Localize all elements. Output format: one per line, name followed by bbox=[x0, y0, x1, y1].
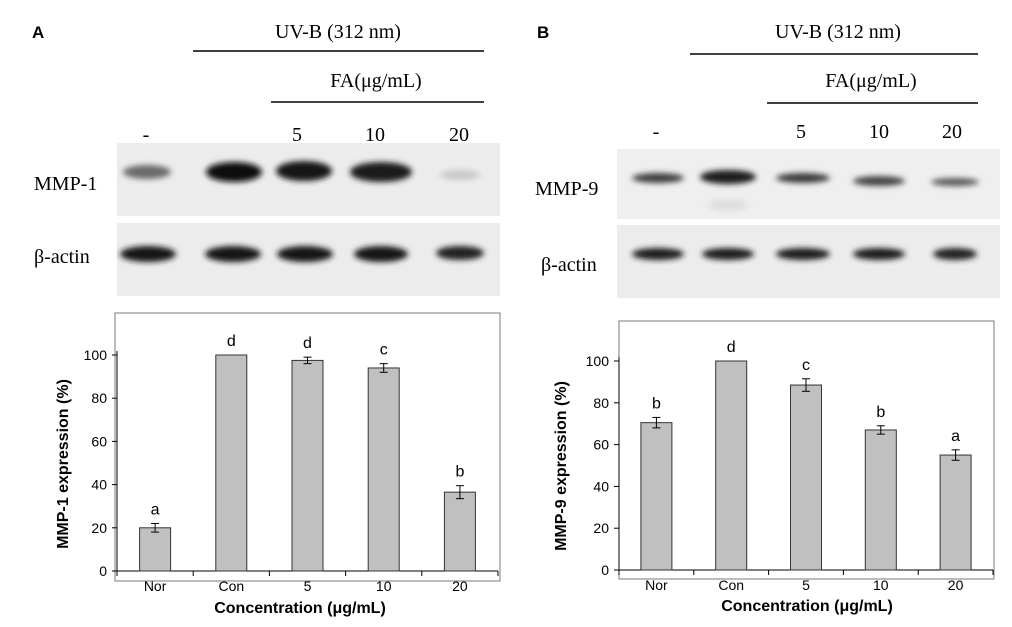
lane-label: 20 bbox=[449, 124, 469, 146]
panel-a: A UV-B (312 nm) FA(μg/mL) - 5 10 20 MMP-… bbox=[32, 21, 501, 617]
panel-letter: B bbox=[537, 23, 549, 42]
significance-letter: d bbox=[303, 335, 312, 352]
blot-band bbox=[853, 248, 905, 260]
significance-letter: a bbox=[151, 501, 160, 518]
bar bbox=[367, 367, 400, 572]
blot-band bbox=[123, 165, 171, 179]
x-tick-label: 10 bbox=[376, 578, 392, 594]
bar bbox=[790, 384, 822, 571]
blot-band bbox=[931, 178, 979, 186]
significance-letter: b bbox=[652, 395, 661, 412]
chart-frame bbox=[114, 312, 501, 582]
x-tick-label: Con bbox=[218, 578, 244, 594]
lane-label: - bbox=[653, 121, 660, 143]
blot-band bbox=[354, 246, 408, 262]
blot-band bbox=[205, 246, 261, 262]
x-tick-label: Con bbox=[718, 577, 744, 593]
bar bbox=[715, 360, 748, 571]
y-tick-label: 60 bbox=[593, 437, 609, 453]
bar bbox=[640, 422, 673, 571]
uvb-label: UV-B (312 nm) bbox=[275, 21, 401, 43]
fa-label: FA(μg/mL) bbox=[825, 70, 916, 92]
blot-band bbox=[776, 248, 830, 260]
panel-letter: A bbox=[32, 23, 44, 42]
blot-band bbox=[632, 248, 684, 260]
bar bbox=[215, 354, 248, 572]
y-axis-title: MMP-1 expression (%) bbox=[55, 379, 72, 549]
y-tick-label: 40 bbox=[91, 477, 107, 493]
lane-label: 10 bbox=[365, 124, 385, 146]
x-tick-label: 20 bbox=[452, 578, 468, 594]
lane-label: - bbox=[143, 124, 150, 146]
fa-label: FA(μg/mL) bbox=[330, 70, 421, 92]
significance-letter: b bbox=[455, 464, 464, 481]
bar bbox=[291, 359, 324, 572]
protein-label: MMP-9 bbox=[535, 178, 598, 200]
significance-letter: c bbox=[802, 357, 810, 374]
blot-mmp9 bbox=[617, 149, 1000, 219]
blot-actin bbox=[117, 223, 500, 296]
lane-label: 5 bbox=[796, 121, 806, 143]
bar bbox=[864, 429, 897, 571]
panel-b: B UV-B (312 nm) FA(μg/mL) - 5 10 20 MMP-… bbox=[535, 21, 1000, 615]
loading-control-label: β-actin bbox=[34, 246, 90, 268]
lane-label: 5 bbox=[292, 124, 302, 146]
x-axis-title: Concentration (μg/mL) bbox=[721, 598, 893, 615]
bar-chart-mmp9: 0 20 40 60 80 100 b Nor d Con c 5 b 10 a 20 bbox=[586, 339, 994, 593]
blot-band bbox=[120, 246, 176, 262]
blot-band bbox=[853, 176, 905, 186]
protein-label: MMP-1 bbox=[34, 173, 97, 195]
significance-letter: b bbox=[876, 404, 885, 421]
significance-letter: d bbox=[227, 333, 236, 350]
blot-band bbox=[440, 170, 480, 180]
blot-band bbox=[277, 246, 333, 262]
y-tick-label: 40 bbox=[593, 478, 609, 494]
bar-chart-mmp1: 0 20 40 60 80 100 a Nor d Con d 5 c 10 b 20 bbox=[84, 333, 499, 594]
y-tick-label: 0 bbox=[99, 563, 107, 579]
blot-band bbox=[708, 199, 748, 211]
blot-band bbox=[276, 161, 332, 181]
significance-letter: a bbox=[951, 428, 960, 445]
y-tick-label: 60 bbox=[91, 433, 107, 449]
x-axis-title: Concentration (μg/mL) bbox=[214, 600, 386, 617]
y-tick-label: 100 bbox=[84, 347, 108, 363]
x-tick-label: Nor bbox=[144, 578, 167, 594]
bar bbox=[139, 527, 172, 572]
x-tick-label: 5 bbox=[304, 578, 312, 594]
blot-band bbox=[700, 170, 756, 184]
x-tick-label: Nor bbox=[645, 577, 668, 593]
y-tick-label: 20 bbox=[91, 520, 107, 536]
blot-actin bbox=[617, 225, 1000, 298]
y-tick-label: 80 bbox=[91, 390, 107, 406]
blot-band bbox=[436, 246, 484, 260]
blot-band bbox=[933, 248, 977, 260]
y-tick-label: 0 bbox=[601, 562, 609, 578]
loading-control-label: β-actin bbox=[541, 254, 597, 276]
bar bbox=[443, 491, 476, 572]
significance-letter: c bbox=[380, 342, 388, 359]
blot-band bbox=[632, 173, 684, 183]
lane-label: 10 bbox=[869, 121, 889, 143]
y-tick-label: 100 bbox=[586, 353, 610, 369]
blot-band bbox=[776, 173, 830, 183]
x-tick-label: 20 bbox=[948, 577, 964, 593]
y-tick-label: 80 bbox=[593, 395, 609, 411]
blot-mmp1 bbox=[117, 143, 500, 216]
y-tick-label: 20 bbox=[593, 520, 609, 536]
y-axis-title: MMP-9 expression (%) bbox=[553, 381, 570, 551]
x-tick-label: 5 bbox=[802, 577, 810, 593]
bar bbox=[939, 454, 972, 571]
significance-letter: d bbox=[727, 339, 736, 356]
blot-band bbox=[206, 162, 262, 182]
lane-label: 20 bbox=[942, 121, 962, 143]
blot-band bbox=[350, 162, 412, 182]
uvb-label: UV-B (312 nm) bbox=[775, 21, 901, 43]
x-tick-label: 10 bbox=[873, 577, 889, 593]
blot-band bbox=[702, 248, 754, 260]
